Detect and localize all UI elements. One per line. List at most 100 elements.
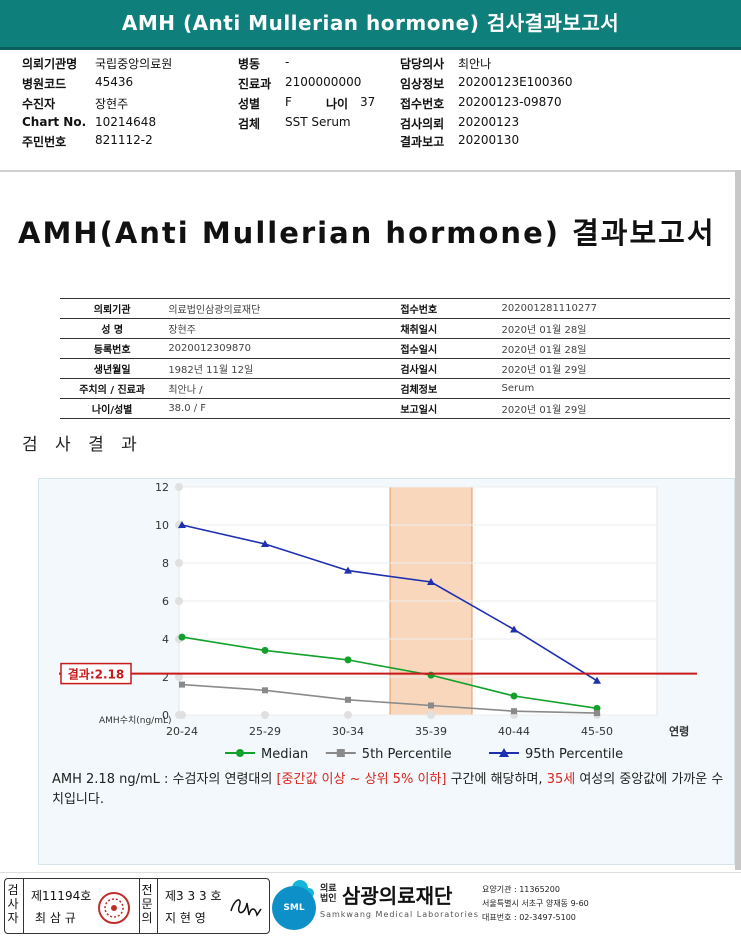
- hdr-value: 20200130: [458, 133, 520, 147]
- hdr-label: 진료과: [238, 77, 272, 91]
- sig-name: 지 현 영: [165, 911, 206, 925]
- scrollbar-track[interactable]: [735, 170, 741, 870]
- x-tick-label: 25-29: [249, 725, 281, 738]
- info-label: 보고일시: [396, 398, 498, 419]
- info-label: 접수번호: [396, 298, 498, 319]
- info-value: 2020년 01월 29일: [497, 358, 730, 379]
- legend-label: Median: [261, 747, 308, 762]
- info-row: 의뢰기관 의료법인삼광의료재단 접수번호 202001281110277: [60, 298, 730, 319]
- data-point: [510, 692, 518, 700]
- hdr-label: 결과보고: [400, 135, 445, 149]
- y-tick-dot: [175, 597, 183, 605]
- x-tick-label: 35-39: [415, 725, 447, 738]
- y-tick-dot: [175, 483, 183, 491]
- logo-english: Samkwang Medical Laboratories: [320, 910, 479, 919]
- y-tick-label: 4: [162, 633, 169, 646]
- logo-name: 삼광의료재단: [342, 884, 453, 908]
- info-value: 2020년 01월 29일: [497, 398, 730, 419]
- hdr-label: 접수번호: [400, 97, 445, 111]
- hdr-label: 병동: [238, 57, 261, 71]
- window-title: AMH (Anti Mullerian hormone) 검사결과보고서: [121, 11, 620, 35]
- result-note: AMH 2.18 ng/mL : 수검자의 연령대의 [중간값 이상 ~ 상위 …: [52, 770, 732, 810]
- hdr-label: 병원코드: [22, 77, 67, 91]
- hdr-value: 821112-2: [95, 133, 153, 147]
- sig-vertical-label: 전문의: [141, 883, 153, 925]
- hdr-label: Chart No.: [22, 115, 87, 129]
- series-line: [181, 683, 598, 714]
- data-point: [178, 521, 186, 528]
- sig-license-no: 제3 3 3 호: [165, 889, 222, 903]
- sig-vertical-label: 검사자: [7, 883, 19, 925]
- y-tick-label: 2: [162, 671, 169, 684]
- hdr-label: 임상정보: [400, 77, 445, 91]
- data-point: [511, 708, 517, 715]
- note-text: 여성의 중앙값에 가까운 수치입니다.: [52, 772, 724, 807]
- legend-marker: [499, 748, 509, 757]
- phone: 대표번호 : 02-3497-5100: [482, 913, 576, 922]
- data-point: [428, 702, 434, 709]
- data-point: [344, 566, 352, 574]
- y-tick-dot: [175, 673, 183, 681]
- info-row: 생년월일 1982년 11월 12일 검사일시 2020년 01월 29일: [60, 358, 730, 379]
- signature-box: 검사자 제11194호 최 삼 규 전문의 제3 3 3 호 지 현 영: [4, 878, 270, 934]
- y-tick-dot: [175, 559, 183, 567]
- series-line: [181, 636, 598, 710]
- x-axis-end-label: 연령: [669, 724, 689, 738]
- info-row: 등록번호 2020012309870 접수일시 2020년 01월 28일: [60, 338, 730, 359]
- info-label: 등록번호: [60, 338, 165, 359]
- info-value: 장현주: [164, 318, 397, 339]
- data-point: [261, 646, 269, 654]
- hdr-value: -: [285, 55, 290, 69]
- y-tick-label: 6: [162, 595, 169, 608]
- seal-stamp-icon: [98, 892, 130, 924]
- handwritten-signature-icon: [230, 899, 262, 917]
- hdr-age-value: 37: [360, 95, 376, 109]
- amh-chart: 0 2 4 6 8 10 12 20-24 25-29 30-34 35-39 40-44 45-50 연…: [59, 481, 697, 762]
- chart-container: 0 2 4 6 8 10 12 20-24 25-29 30-34 35-39 40-44 45-50 연…: [38, 478, 735, 865]
- sig-name: 최 삼 규: [35, 911, 76, 925]
- note-highlight: [중간값 이상 ~ 상위 5% 이하]: [276, 772, 447, 787]
- y-tick-label: 8: [162, 557, 169, 570]
- data-point: [344, 656, 352, 664]
- info-table: 의뢰기관 의료법인삼광의료재단 접수번호 202001281110277 성 명 장현주 채…: [60, 298, 730, 419]
- x-tick-dot: [427, 711, 435, 719]
- hdr-label: 의뢰기관명: [22, 57, 78, 71]
- info-label: 검사일시: [396, 358, 498, 379]
- info-value: 2020년 01월 28일: [497, 318, 730, 339]
- data-point: [427, 578, 435, 585]
- x-tick-label: 40-44: [498, 725, 530, 738]
- hdr-value: 2100000000: [285, 75, 362, 89]
- institution-code: 요양기관 : 11365200: [482, 885, 560, 894]
- legend-label: 5th Percentile: [362, 747, 452, 762]
- x-tick-dot: [178, 711, 186, 719]
- hdr-label: 수진자: [22, 97, 56, 111]
- result-box: [60, 662, 132, 685]
- info-label: 성 명: [60, 318, 165, 339]
- x-tick-label: 30-34: [332, 725, 364, 738]
- hdr-value: 20200123-09870: [458, 95, 562, 109]
- info-value: 202001281110277: [497, 298, 730, 319]
- hdr-label: 검사의뢰: [400, 117, 445, 131]
- data-point: [593, 676, 601, 684]
- section-title: 검 사 결 과: [22, 435, 143, 455]
- data-point: [179, 681, 185, 688]
- data-point: [261, 540, 269, 547]
- result-label: 결과:2.18: [68, 667, 125, 682]
- note-text: AMH 2.18 ng/mL : 수검자의 연령대의: [52, 772, 277, 787]
- y-tick-label: 12: [155, 481, 169, 494]
- x-tick-label: 20-24: [166, 725, 198, 738]
- y-tick-label: 10: [155, 519, 169, 532]
- lab-logo: SML 의료 법인 삼광의료재단 Samkwang Medical Labora…: [272, 880, 732, 932]
- series-line: [181, 524, 598, 682]
- y-tick-label: 0: [162, 709, 169, 722]
- info-label: 접수일시: [396, 338, 498, 359]
- hdr-value: 45436: [95, 75, 134, 89]
- info-row: 주치의 / 진료과 최안나 / 검체정보 Serum: [60, 378, 730, 399]
- hdr-value: F: [285, 95, 292, 109]
- logo-prefix: 의료 법인: [320, 884, 337, 904]
- legend-marker: [236, 749, 244, 757]
- legend-label: 95th Percentile: [525, 747, 623, 762]
- data-point: [593, 704, 601, 712]
- hdr-value: SST Serum: [285, 115, 351, 129]
- sig-license-no: 제11194호: [31, 889, 92, 903]
